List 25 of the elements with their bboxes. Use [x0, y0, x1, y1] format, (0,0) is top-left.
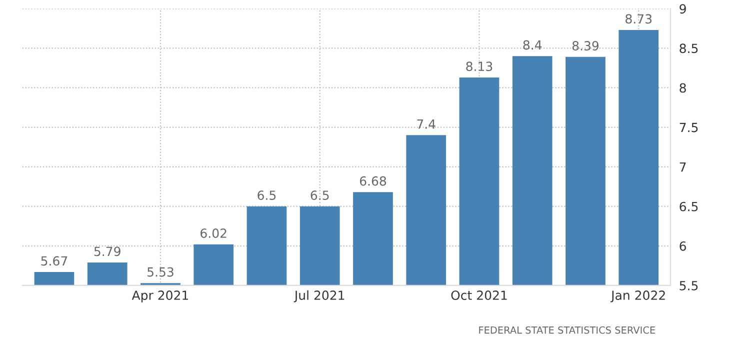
data-label: 6.5 [310, 190, 329, 200]
y-tick-label: 6.5 [680, 202, 698, 212]
data-label: 8.4 [523, 40, 542, 50]
x-tick-label: Oct 2021 [451, 290, 507, 300]
y-tick-label: 6 [680, 241, 686, 251]
x-tick-label: Apr 2021 [132, 290, 188, 302]
y-tick-label: 9 [680, 4, 686, 14]
text: FEDERAL STATE STATISTICS SERVICE [479, 326, 655, 334]
data-label: 8.39 [572, 41, 599, 51]
x-tick-label: Jul 2021 [294, 290, 344, 302]
y-tick-label: 7.5 [680, 122, 698, 132]
data-label: 8.13 [466, 62, 492, 72]
data-label: 7.4 [417, 120, 436, 129]
data-label: 5.79 [94, 246, 120, 256]
data-label: 6.5 [258, 190, 276, 200]
x-tick-label: Jan 2022 [610, 290, 665, 302]
data-label: 5.53 [148, 267, 174, 277]
y-tick-label: 5.5 [680, 281, 698, 290]
data-label: 6.02 [200, 228, 226, 238]
y-tick-label: 8 [680, 83, 686, 93]
data-label: 8.73 [626, 14, 652, 24]
data-label: 5.67 [41, 256, 68, 266]
data-label: 6.68 [360, 176, 386, 186]
y-tick-label: 8.5 [680, 44, 698, 54]
y-tick-label: 7 [680, 162, 686, 172]
